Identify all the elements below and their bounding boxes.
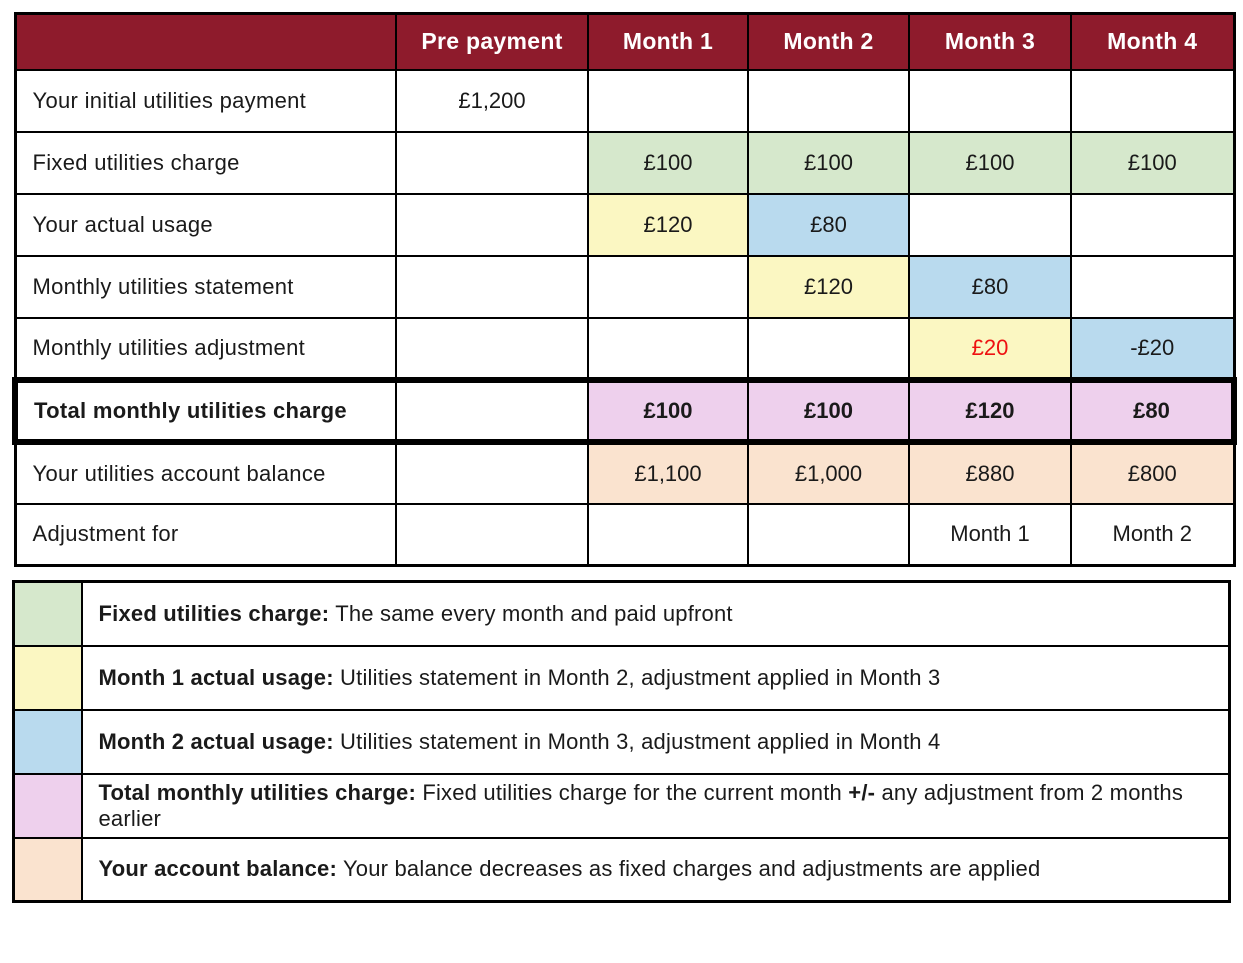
table-cell xyxy=(747,68,910,133)
table-row: Monthly utilities adjustment £20 -£20 xyxy=(14,316,1235,381)
row-label: Fixed utilities charge xyxy=(14,130,397,195)
table-cell: £100 xyxy=(747,376,910,445)
table-cell xyxy=(1070,68,1235,133)
legend-body-text: Utilities statement in Month 2, adjustme… xyxy=(340,664,941,690)
table-row: Your utilities account balance £1,100 £1,0… xyxy=(14,440,1235,505)
table-cell: £80 xyxy=(908,254,1072,319)
table-cell xyxy=(395,502,589,567)
legend-lead: Fixed utilities charge: xyxy=(98,600,330,626)
table-cell xyxy=(1070,192,1235,257)
legend-body-text: Fixed utilities charge for the current m… xyxy=(422,779,842,805)
legend-body-text: The same every month and paid upfront xyxy=(335,600,733,626)
table-cell: £100 xyxy=(587,376,749,445)
table-cell: Month 1 xyxy=(908,502,1072,567)
table-cell: £1,100 xyxy=(587,440,749,505)
table-row: Fixed utilities charge £100 £100 £100 £100 xyxy=(14,130,1235,195)
row-label: Monthly utilities statement xyxy=(14,254,397,319)
blue-color-swatch xyxy=(12,708,83,775)
table-cell: £880 xyxy=(908,440,1072,505)
table-row: Monthly utilities statement £120 £80 xyxy=(14,254,1235,319)
column-header: Month 4 xyxy=(1070,12,1235,71)
table-cell xyxy=(587,316,749,381)
legend-description: Total monthly utilities charge: Fixed ut… xyxy=(80,772,1231,839)
table-cell xyxy=(587,254,749,319)
legend-lead: Total monthly utilities charge: xyxy=(98,779,416,805)
table-cell: £120 xyxy=(747,254,910,319)
legend-body-text: Your balance decreases as fixed charges … xyxy=(342,856,1041,882)
table-cell xyxy=(395,440,589,505)
table-cell xyxy=(587,502,749,567)
legend-table: Fixed utilities charge: The same every m… xyxy=(12,580,1231,903)
table-cell xyxy=(1070,254,1235,319)
column-header: Month 1 xyxy=(587,12,749,71)
pink-color-swatch xyxy=(12,772,83,839)
main-table: Pre payment Month 1 Month 2 Month 3 Month 4 … xyxy=(12,12,1237,567)
legend-description: Month 2 actual usage: Utilities statemen… xyxy=(80,708,1231,775)
table-cell xyxy=(395,254,589,319)
legend-row: Fixed utilities charge: The same every m… xyxy=(12,580,1231,647)
row-label: Your utilities account balance xyxy=(14,440,397,505)
column-header: Pre payment xyxy=(395,12,589,71)
row-label: Your actual usage xyxy=(14,192,397,257)
yellow-color-swatch xyxy=(12,644,83,711)
legend-bold-operator: +/- xyxy=(848,779,876,805)
table-cell: £120 xyxy=(587,192,749,257)
table-cell: £100 xyxy=(908,130,1072,195)
table-row: Adjustment for Month 1 Month 2 xyxy=(14,502,1235,567)
table-row: Your actual usage £120 £80 xyxy=(14,192,1235,257)
table-cell: £1,200 xyxy=(395,68,589,133)
table-cell: -£20 xyxy=(1070,316,1235,381)
corner-header-cell xyxy=(14,12,397,71)
legend-table-body: Fixed utilities charge: The same every m… xyxy=(12,580,1231,903)
table-cell: £1,000 xyxy=(747,440,910,505)
row-label: Total monthly utilities charge xyxy=(12,376,397,445)
table-cell xyxy=(587,68,749,133)
table-cell xyxy=(747,502,910,567)
row-label: Adjustment for xyxy=(14,502,397,567)
legend-row: Month 1 actual usage: Utilities statemen… xyxy=(12,644,1231,711)
table-cell: £80 xyxy=(1070,376,1237,445)
legend-body-text: Utilities statement in Month 3, adjustme… xyxy=(340,728,941,754)
row-label: Monthly utilities adjustment xyxy=(14,316,397,381)
main-table-body: Your initial utilities payment £1,200 Fixe… xyxy=(12,68,1237,567)
legend-row: Your account balance: Your balance decre… xyxy=(12,836,1231,903)
row-label: Your initial utilities payment xyxy=(14,68,397,133)
legend-description: Month 1 actual usage: Utilities statemen… xyxy=(80,644,1231,711)
table-cell: £120 xyxy=(908,376,1072,445)
table-cell xyxy=(395,376,589,445)
table-cell: £80 xyxy=(747,192,910,257)
legend-description: Your account balance: Your balance decre… xyxy=(80,836,1231,903)
table-cell xyxy=(908,68,1072,133)
column-header: Month 3 xyxy=(908,12,1072,71)
column-header: Month 2 xyxy=(747,12,910,71)
legend-row: Month 2 actual usage: Utilities statemen… xyxy=(12,708,1231,775)
table-cell xyxy=(747,316,910,381)
legend-description: Fixed utilities charge: The same every m… xyxy=(80,580,1231,647)
legend-row: Total monthly utilities charge: Fixed ut… xyxy=(12,772,1231,839)
table-cell xyxy=(395,316,589,381)
green-color-swatch xyxy=(12,580,83,647)
legend-lead: Your account balance: xyxy=(98,856,338,882)
main-table-header-row: Pre payment Month 1 Month 2 Month 3 Month 4 xyxy=(14,12,1235,71)
table-row: Your initial utilities payment £1,200 xyxy=(14,68,1235,133)
legend-lead: Month 2 actual usage: xyxy=(98,728,334,754)
table-cell: £100 xyxy=(1070,130,1235,195)
table-cell xyxy=(395,130,589,195)
table-cell: £800 xyxy=(1070,440,1235,505)
table-cell: Month 2 xyxy=(1070,502,1235,567)
table-cell xyxy=(908,192,1072,257)
table-row: Total monthly utilities charge £100 £100 £1… xyxy=(12,376,1237,445)
legend-body-text-after: any adjustment from 2 months earlier xyxy=(98,779,1184,831)
table-cell xyxy=(395,192,589,257)
table-cell: £100 xyxy=(587,130,749,195)
peach-color-swatch xyxy=(12,836,83,903)
table-cell: £100 xyxy=(747,130,910,195)
table-cell: £20 xyxy=(908,316,1072,381)
legend-lead: Month 1 actual usage: xyxy=(98,664,334,690)
